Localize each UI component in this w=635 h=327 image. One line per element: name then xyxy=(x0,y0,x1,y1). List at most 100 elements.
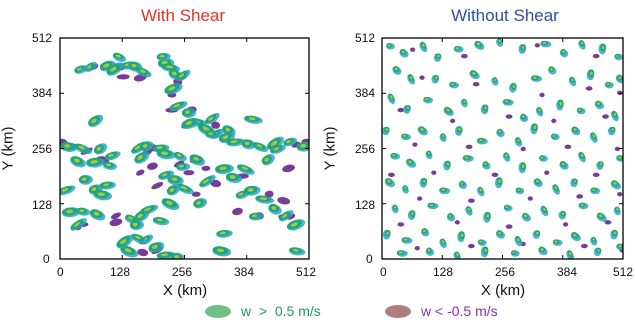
updraft-core-mark xyxy=(505,206,508,209)
updraft-core-mark xyxy=(521,164,525,168)
updraft-core-mark xyxy=(406,106,410,110)
downdraft-mark xyxy=(581,243,588,249)
updraft-core-mark xyxy=(208,132,214,136)
updraft-core-mark xyxy=(219,231,226,235)
updraft-core-mark xyxy=(202,178,209,184)
updraft-core-mark xyxy=(173,103,181,108)
updraft-core-mark xyxy=(385,128,389,131)
updraft-core-mark xyxy=(161,173,168,177)
updraft-core-mark xyxy=(592,134,596,138)
updraft-core-mark xyxy=(448,214,452,218)
updraft-core-mark xyxy=(613,231,617,235)
x-tick-label: 384 xyxy=(234,265,255,279)
downdraft-mark xyxy=(110,212,122,220)
updraft-core-mark xyxy=(142,144,148,148)
updraft-core-mark xyxy=(456,253,459,257)
updraft-core-mark xyxy=(184,110,190,115)
updraft-core-mark xyxy=(387,44,391,47)
updraft-core-mark xyxy=(550,67,553,71)
x-tick-label: 384 xyxy=(557,265,578,279)
updraft-core-mark xyxy=(554,240,558,243)
updraft-core-mark xyxy=(156,218,163,222)
updraft-core-mark xyxy=(479,188,483,192)
updraft-core-mark xyxy=(618,244,622,248)
updraft-core-mark xyxy=(292,248,299,252)
updraft-core-mark xyxy=(476,42,481,46)
updraft-core-mark xyxy=(455,47,459,50)
updraft-core-mark xyxy=(392,154,396,157)
updraft-core-mark xyxy=(411,212,414,216)
updraft-core-mark xyxy=(66,209,74,214)
updraft-core-mark xyxy=(216,248,225,253)
downdraft-mark xyxy=(505,114,513,119)
updraft-core-mark xyxy=(132,222,138,227)
updraft-core-mark xyxy=(420,128,424,131)
updraft-core-mark xyxy=(561,212,565,215)
updraft-core-mark xyxy=(486,214,490,218)
y-tick-label: 128 xyxy=(32,198,53,212)
updraft-core-mark xyxy=(498,39,501,43)
downdraft-mark xyxy=(468,243,475,249)
updraft-core-mark xyxy=(446,162,450,166)
updraft-core-mark xyxy=(561,162,565,166)
downdraft-mark xyxy=(211,121,221,129)
updraft-core-mark xyxy=(219,166,227,171)
updraft-core-mark xyxy=(535,179,539,183)
updraft-core-mark xyxy=(87,65,92,69)
downdraft-mark xyxy=(414,246,420,251)
updraft-core-mark xyxy=(171,71,177,76)
updraft-core-mark xyxy=(504,100,509,103)
chart-title-with-shear: With Shear xyxy=(140,6,226,25)
downdraft-mark xyxy=(527,196,533,201)
updraft-core-mark xyxy=(208,116,214,121)
updraft-core-mark xyxy=(493,78,497,82)
updraft-core-mark xyxy=(484,106,487,110)
updraft-core-mark xyxy=(611,128,614,131)
updraft-core-mark xyxy=(151,244,158,249)
downdraft-mark xyxy=(109,218,123,227)
updraft-core-mark xyxy=(580,153,584,158)
updraft-core-mark xyxy=(401,50,405,54)
downdraft-mark xyxy=(614,146,620,152)
updraft-core-mark xyxy=(597,249,600,252)
updraft-core-mark xyxy=(202,126,210,131)
updraft-core-mark xyxy=(79,209,85,213)
updraft-core-mark xyxy=(498,130,501,133)
updraft-core-mark xyxy=(479,240,483,243)
downdraft-mark xyxy=(116,74,130,80)
downdraft-mark xyxy=(191,191,201,197)
updraft-core-mark xyxy=(458,127,461,132)
downdraft-mark xyxy=(388,172,395,178)
updraft-core-mark xyxy=(512,84,516,88)
updraft-core-mark xyxy=(423,179,426,183)
updraft-core-mark xyxy=(441,240,445,244)
updraft-core-mark xyxy=(97,192,105,197)
downdraft-mark xyxy=(604,220,612,225)
updraft-core-mark xyxy=(115,54,121,58)
downdraft-mark xyxy=(472,81,480,87)
downdraft-mark xyxy=(534,43,540,48)
y-tick-label: 384 xyxy=(32,86,53,100)
y-tick-label: 128 xyxy=(355,198,376,212)
updraft-core-mark xyxy=(169,187,175,192)
updraft-core-mark xyxy=(517,237,520,242)
downdraft-mark xyxy=(264,190,274,198)
updraft-core-mark xyxy=(517,188,520,192)
updraft-core-mark xyxy=(403,238,408,241)
updraft-core-mark xyxy=(93,211,100,216)
updraft-core-mark xyxy=(434,76,438,79)
updraft-core-mark xyxy=(128,216,133,220)
downdraft-mark xyxy=(201,165,211,171)
updraft-core-mark xyxy=(543,207,546,212)
updraft-core-mark xyxy=(137,155,143,160)
y-tick-label: 0 xyxy=(366,252,373,266)
updraft-core-mark xyxy=(460,182,464,185)
downdraft-mark xyxy=(564,144,572,149)
updraft-core-mark xyxy=(409,76,413,80)
updraft-core-mark xyxy=(91,187,97,191)
updraft-core-mark xyxy=(264,157,269,162)
updraft-core-mark xyxy=(176,153,182,157)
downdraft-mark xyxy=(409,47,416,52)
updraft-core-mark xyxy=(178,73,185,78)
